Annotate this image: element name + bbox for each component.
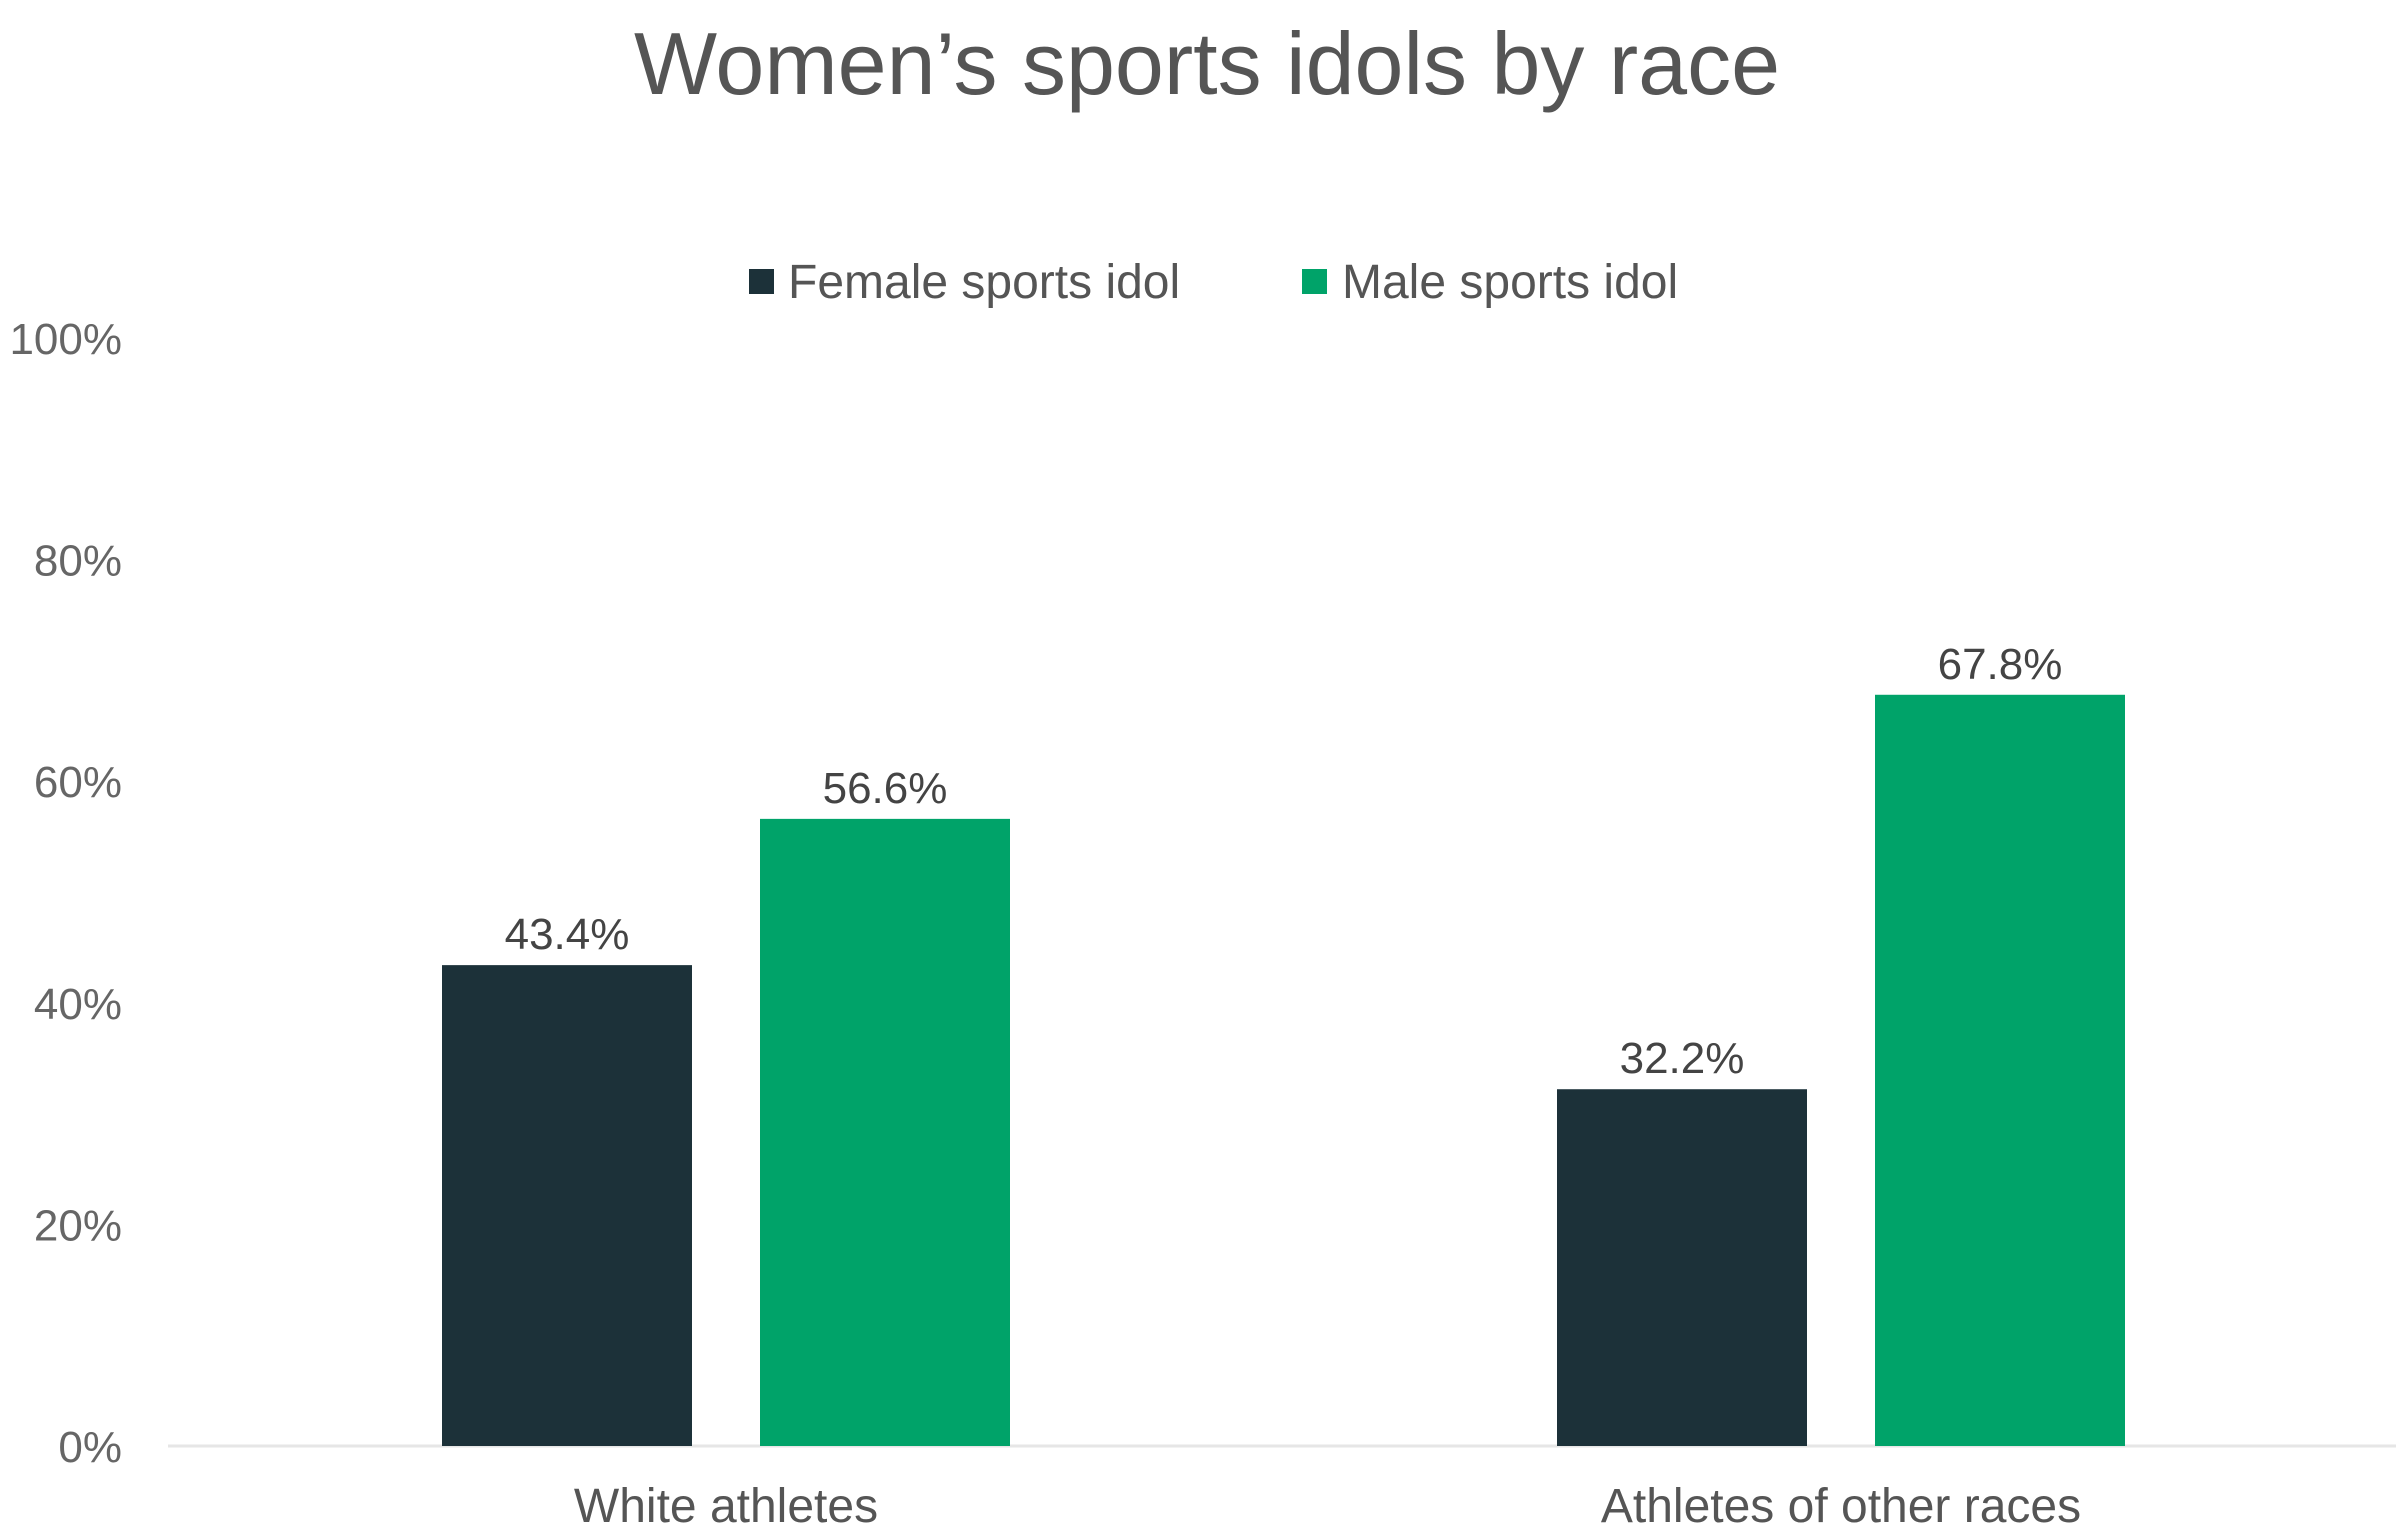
data-label: 32.2% — [1620, 1034, 1745, 1083]
category-labels: White athletes Athletes of other races — [574, 1480, 2081, 1533]
bar — [1875, 694, 2125, 1446]
bar — [442, 965, 692, 1446]
legend-swatch-male-sports-idol — [1302, 269, 1327, 294]
x-category-label: Athletes of other races — [1601, 1480, 2081, 1533]
bars — [442, 694, 2125, 1446]
data-label: 67.8% — [1938, 640, 2063, 689]
data-label: 43.4% — [505, 910, 630, 959]
y-tick-label: 20% — [34, 1201, 122, 1250]
legend-swatch-female-sports-idol — [749, 269, 774, 294]
legend-label-male-sports-idol: Male sports idol — [1342, 256, 1678, 309]
bar — [1557, 1089, 1807, 1446]
chart-title: Women’s sports idols by race — [634, 14, 1780, 113]
bar — [760, 818, 1010, 1446]
y-tick-label: 0% — [58, 1423, 122, 1472]
legend: Female sports idol Male sports idol — [749, 256, 1678, 309]
value-labels: 43.4% 56.6% 32.2% 67.8% — [505, 640, 2063, 1083]
y-tick-label: 80% — [34, 537, 122, 586]
data-label: 56.6% — [823, 764, 948, 813]
x-category-label: White athletes — [574, 1480, 878, 1533]
y-tick-label: 100% — [9, 315, 122, 364]
y-tick-label: 60% — [34, 758, 122, 807]
legend-label-female-sports-idol: Female sports idol — [788, 256, 1180, 309]
y-tick-label: 40% — [34, 980, 122, 1029]
y-axis: 0% 20% 40% 60% 80% 100% — [9, 315, 122, 1472]
